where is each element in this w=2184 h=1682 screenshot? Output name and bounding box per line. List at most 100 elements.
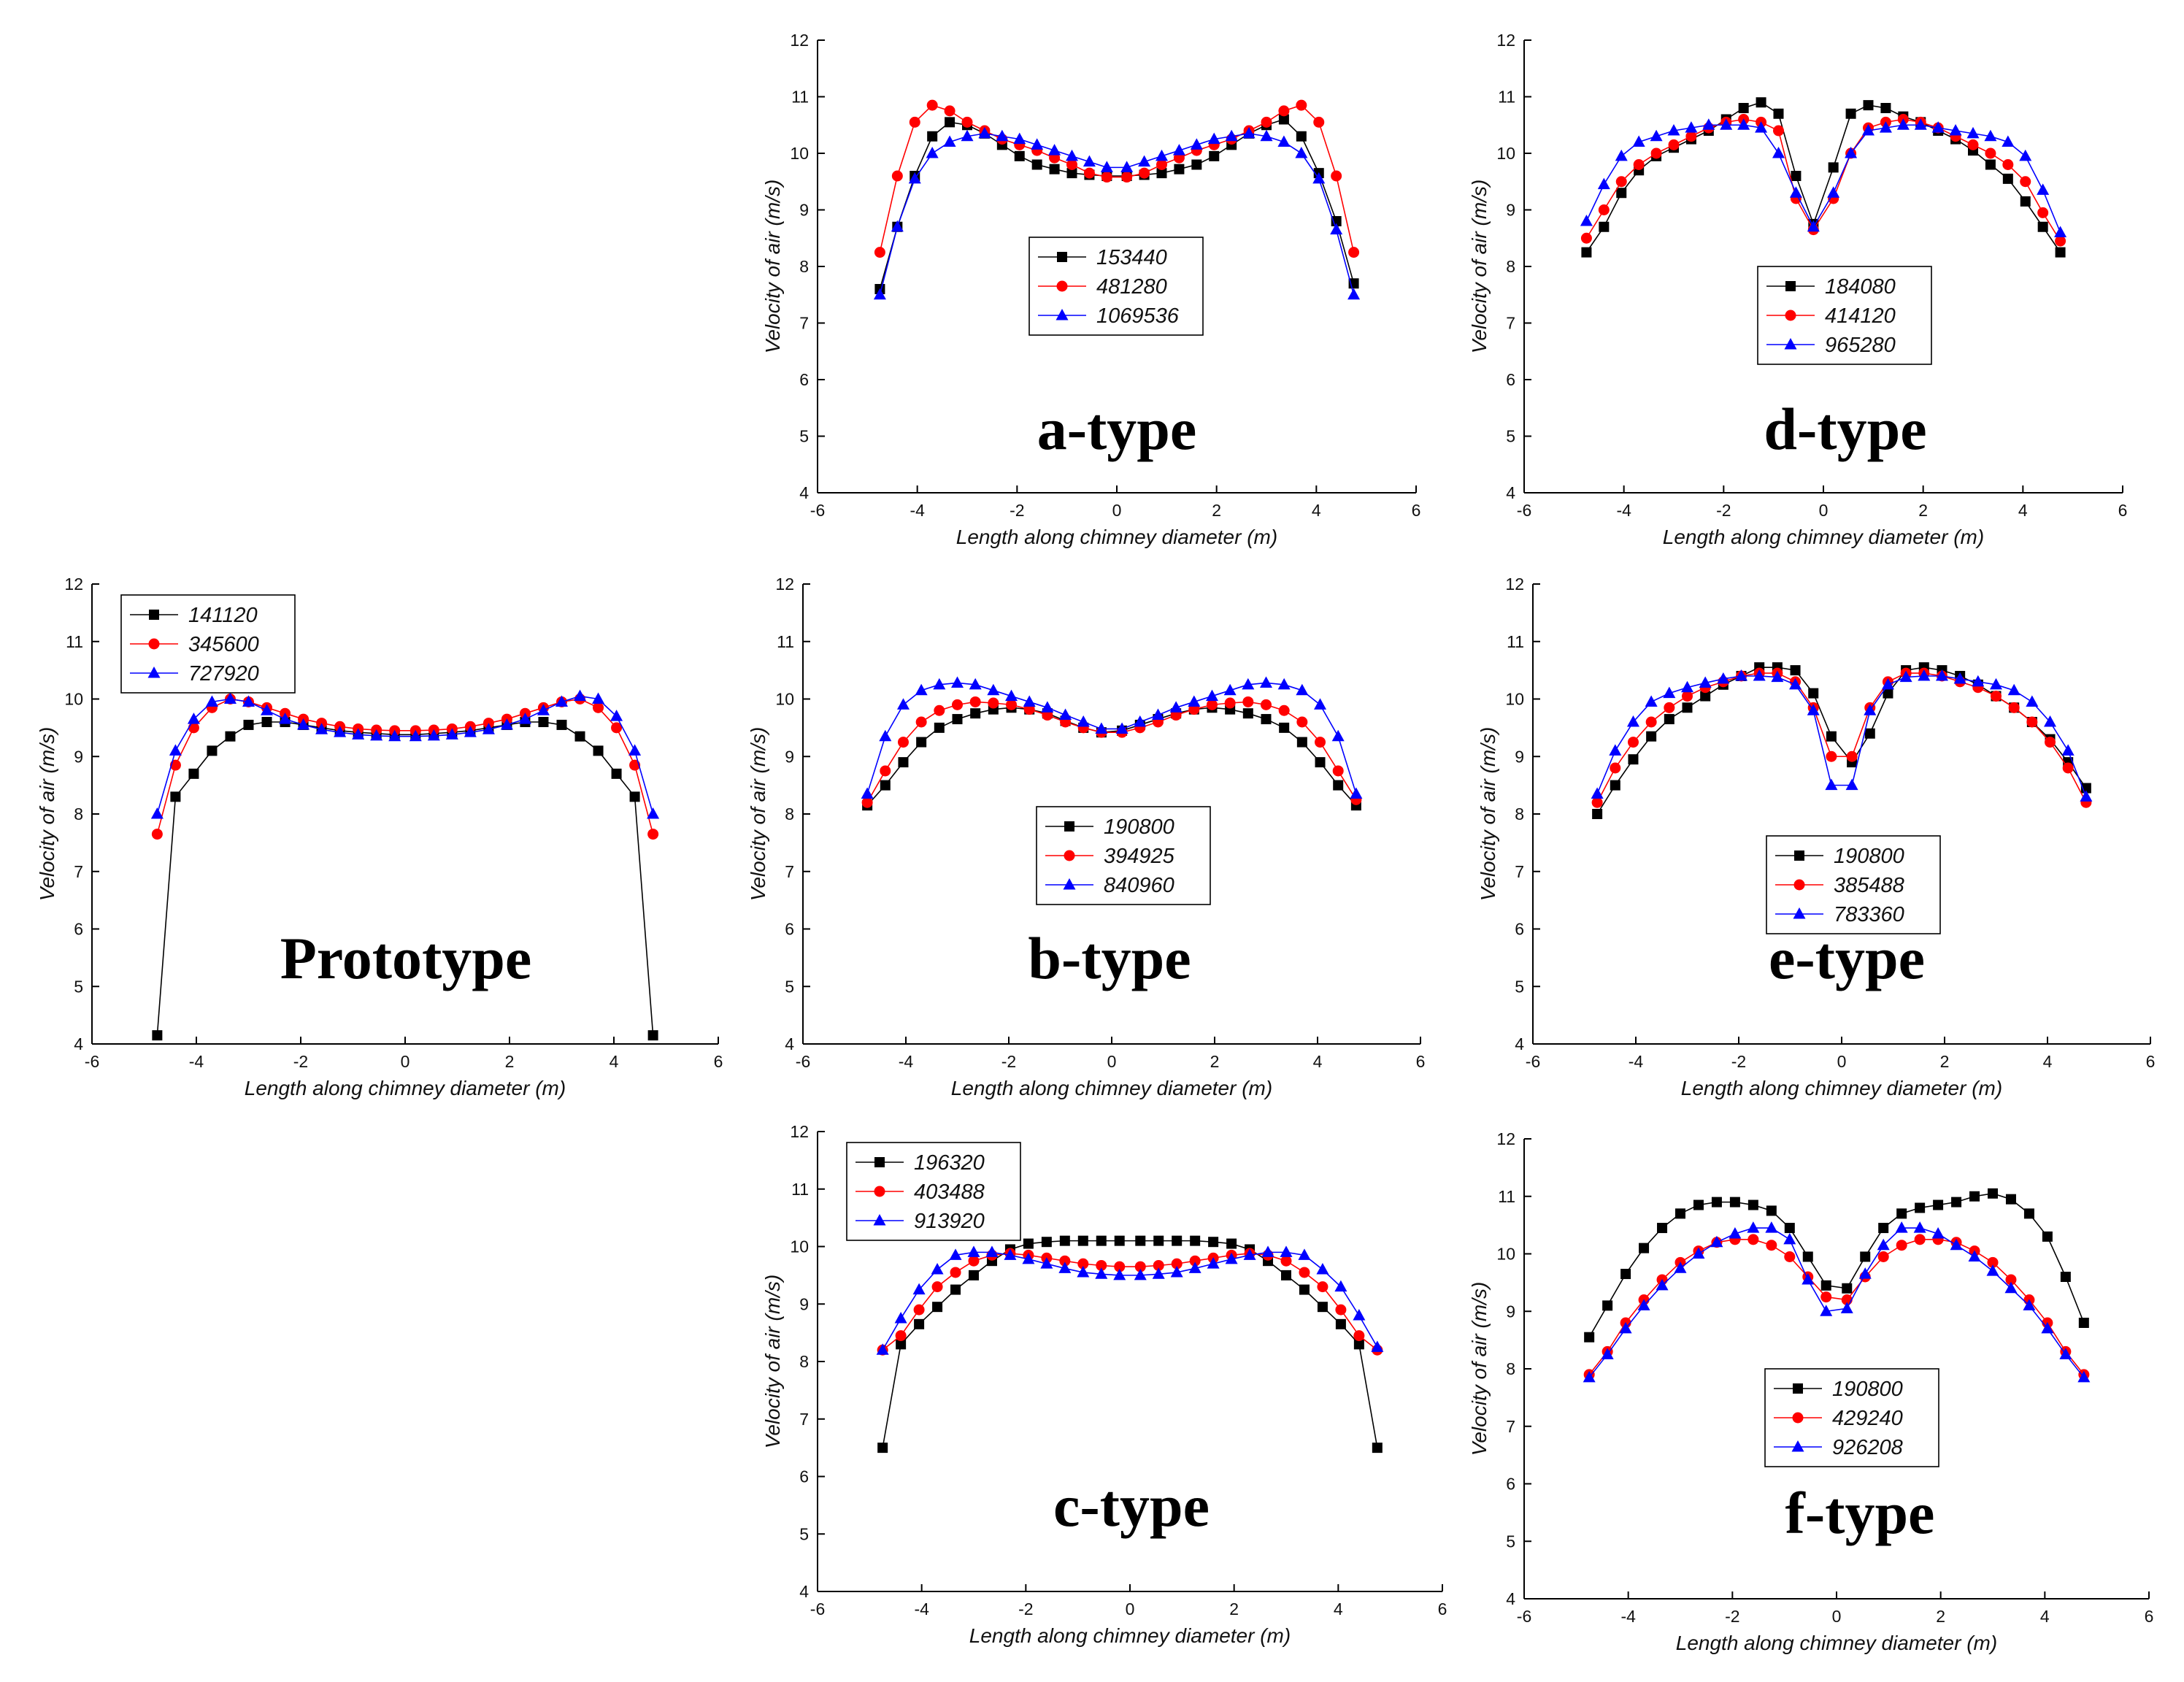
series-line-783360 [1596,675,2087,797]
data-point [2004,1281,2018,1294]
panel-title: b-type [1028,925,1191,991]
y-tick-label: 6 [74,920,83,939]
x-tick-label: 4 [2043,1052,2053,1071]
y-axis-title: Velocity of air (m/s) [1477,727,1499,902]
data-point [950,1284,961,1295]
y-axis-title: Velocity of air (m/s) [747,727,769,902]
data-point [1645,695,1658,707]
data-point [242,695,255,707]
data-point [2054,226,2067,237]
data-point [1632,135,1645,147]
series-line-429240 [1588,1239,2085,1375]
legend-label: 926208 [1832,1436,1903,1459]
x-axis-title: Length along chimney diameter (m) [245,1077,566,1099]
data-point [1096,1235,1107,1246]
data-point [1331,170,1342,182]
data-point [969,1270,979,1280]
data-point [1616,188,1627,199]
data-point [1134,1261,1146,1272]
legend-label: 783360 [1834,903,1904,926]
data-point [1951,1197,1962,1207]
y-tick-label: 8 [785,804,794,823]
data-point [1135,1235,1146,1246]
data-point [629,759,641,771]
x-axis-title: Length along chimney diameter (m) [1676,1632,1997,1654]
data-point [1333,780,1344,791]
data-point [1156,149,1168,161]
data-point [1120,161,1134,172]
legend-label: 840960 [1104,874,1174,897]
x-tick-label: 6 [1438,1600,1447,1618]
y-tick-label: 4 [1515,1034,1524,1053]
data-point [1242,677,1255,690]
legend-label: 414120 [1825,304,1896,328]
y-tick-label: 4 [799,483,809,502]
x-tick-label: 4 [610,1052,619,1071]
data-point [1765,1221,1778,1233]
legend: 190800 385488 783360 [1766,835,1941,934]
data-point [1735,669,1748,681]
y-axis-title: Velocity of air (m/s) [36,727,58,902]
series-line-840960 [866,682,1357,794]
x-tick-label: 4 [1334,1600,1343,1618]
data-point [2002,135,2015,147]
data-point [1826,750,1837,762]
x-tick-label: 2 [505,1052,515,1071]
series-line-913920 [882,1251,1378,1351]
data-point [1766,1240,1777,1251]
data-point [1663,686,1676,699]
data-point [593,702,604,713]
data-point [2020,176,2031,188]
data-point [2020,196,2031,207]
data-point [297,718,310,730]
y-tick-label: 9 [785,747,794,766]
data-point [1334,1280,1347,1292]
y-tick-label: 11 [791,1180,809,1199]
data-point [1845,108,1856,119]
data-point [1022,1252,1035,1264]
data-point [1602,1300,1613,1311]
data-point [1591,787,1604,799]
legend: 196320 403488 913920 [846,1142,1021,1241]
data-point [1315,737,1326,748]
data-point [2019,149,2032,161]
data-point [1864,728,1875,739]
legend-marker [1056,309,1069,320]
data-point [1627,737,1639,748]
legend-label: 481280 [1096,275,1167,299]
data-point [1095,722,1108,734]
y-tick-label: 12 [790,31,809,50]
data-point [1139,167,1150,179]
data-point [1826,731,1837,742]
panel-title: f-type [1785,1480,1935,1546]
data-point [908,172,921,184]
data-point [1317,1281,1329,1293]
x-tick-label: 0 [1112,501,1122,520]
data-point [187,713,200,724]
data-point [1058,1262,1072,1273]
data-point [2041,1321,2054,1334]
data-point [1295,147,1308,158]
data-point [891,170,903,182]
x-tick-label: 2 [1210,1052,1220,1071]
x-tick-label: -4 [910,501,925,520]
data-point [500,718,513,730]
data-point [169,759,181,771]
y-tick-label: 9 [74,747,83,766]
data-point [1601,1348,1614,1359]
data-point [1880,103,1891,113]
data-point [1223,683,1237,696]
y-tick-label: 8 [1515,804,1524,823]
data-point [1584,1332,1595,1343]
data-point [628,744,642,756]
legend-label: 429240 [1832,1407,1903,1430]
data-point [1664,714,1674,725]
legend-marker [1063,878,1076,890]
data-point [1717,672,1730,684]
data-point [1296,716,1308,728]
data-point [2026,695,2039,707]
data-point [223,692,237,704]
data-point [1650,147,1662,159]
data-point [1863,100,1874,111]
legend-marker [1793,879,1805,891]
